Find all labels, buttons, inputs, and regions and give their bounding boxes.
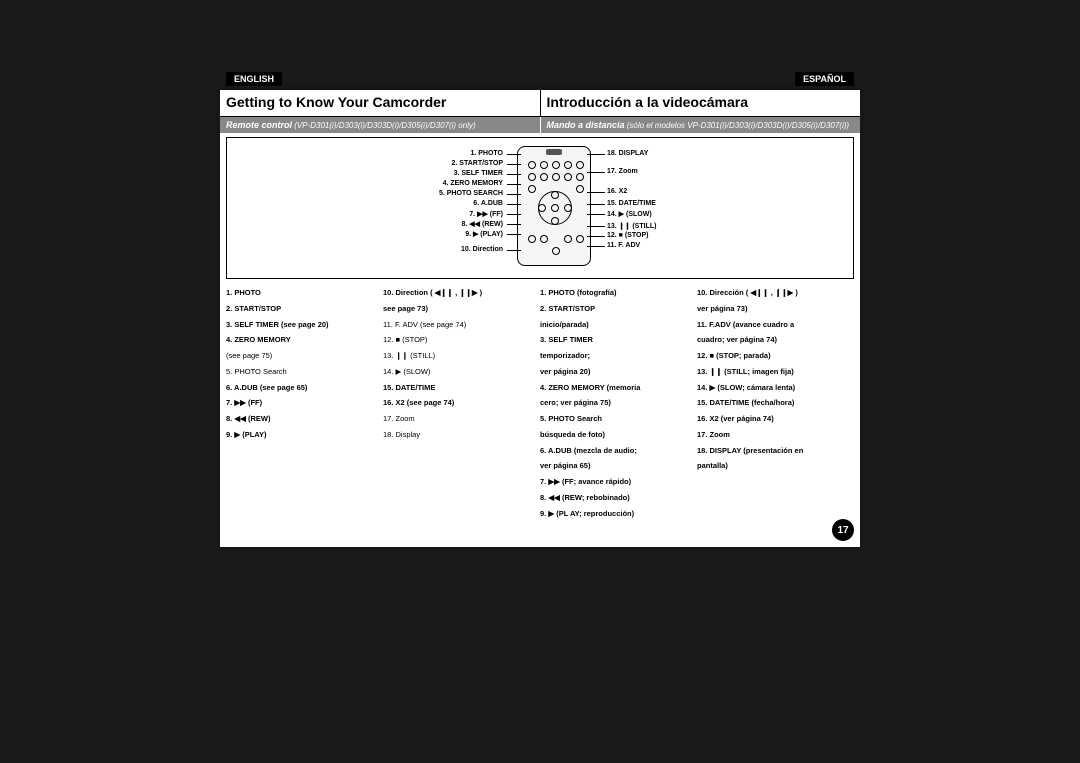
diagram-left-label: 2. START/STOP	[452, 160, 503, 167]
legend-item: see page 73)	[383, 303, 536, 316]
legend-item: 7. ▶▶ (FF; avance rápido)	[540, 476, 693, 489]
legend-item: 3. SELF TIMER (see page 20)	[226, 319, 379, 332]
subtitle-en-models: (VP-D301(i)/D303(i)/D303D(i)/D305(i)/D30…	[294, 121, 475, 130]
legend-item: 10. Dirección ( ◀❙❙ , ❙❙▶ )	[697, 287, 850, 300]
diagram-right-label: 14. ▶ (SLOW)	[607, 210, 652, 218]
legend-item: 4. ZERO MEMORY (memoria	[540, 382, 693, 395]
legend-item: 7. ▶▶ (FF)	[226, 397, 379, 410]
diagram-left-label: 1. PHOTO	[470, 150, 503, 157]
page-number-badge: 17	[832, 519, 854, 541]
diagram-left-label: 9. ▶ (PLAY)	[465, 230, 503, 238]
legend-item: 6. A.DUB (see page 65)	[226, 382, 379, 395]
legend-item: 9. ▶ (PLAY)	[226, 429, 379, 442]
diagram-right-label: 15. DATE/TIME	[607, 200, 656, 207]
legend-item: 9. ▶ (PL AY; reproducción)	[540, 508, 693, 521]
manual-page: ENGLISH ESPAÑOL Getting to Know Your Cam…	[220, 90, 860, 547]
diagram-left-label: 10. Direction	[461, 246, 503, 253]
diagram-left-label: 5. PHOTO SEARCH	[439, 190, 503, 197]
legend-item: 3. SELF TIMER	[540, 334, 693, 347]
diagram-left-label: 4. ZERO MEMORY	[443, 180, 503, 187]
diagram-right-label: 12. ■ (STOP)	[607, 232, 648, 239]
legend-item: 2. START/STOP	[540, 303, 693, 316]
legend-item: ver página 65)	[540, 460, 693, 473]
lang-tag-spanish: ESPAÑOL	[795, 72, 854, 86]
legend-item: 5. PHOTO Search	[540, 413, 693, 426]
legend-item: pantalla)	[697, 460, 850, 473]
subtitle-row: Remote control (VP-D301(i)/D303(i)/D303D…	[220, 117, 860, 133]
legend-item: cuadro; ver página 74)	[697, 334, 850, 347]
subtitle-en-head: Remote control	[226, 120, 292, 130]
legend-item: búsqueda de foto)	[540, 429, 693, 442]
legend-item: 6. A.DUB (mezcla de audio;	[540, 445, 693, 458]
legend-item: 13. ❙❙ (STILL; imagen fija)	[697, 366, 850, 379]
title-spanish: Introducción a la videocámara	[547, 94, 855, 110]
legend-item: 15. DATE/TIME	[383, 382, 536, 395]
diagram-right-label: 17. Zoom	[607, 168, 638, 175]
legend-item: (see page 75)	[226, 350, 379, 363]
diagram-left-label: 7. ▶▶ (FF)	[469, 210, 503, 218]
legend-item: cero; ver página 75)	[540, 397, 693, 410]
legend-item: ver página 20)	[540, 366, 693, 379]
legend-item: inicio/parada)	[540, 319, 693, 332]
legend-item: 12. ■ (STOP)	[383, 334, 536, 347]
legend-item: 11. F. ADV (see page 74)	[383, 319, 536, 332]
legend-english-col1: 1. PHOTO 2. START/STOP 3. SELF TIMER (see …	[226, 287, 383, 523]
header-row: Getting to Know Your Camcorder Introducc…	[220, 90, 860, 117]
diagram-right-label: 18. DISPLAY	[607, 150, 648, 157]
diagram-left-label: 8. ◀◀ (REW)	[462, 220, 504, 228]
subtitle-es-head: Mando a distancia	[547, 120, 625, 130]
diagram-right-label: 13. ❙❙ (STILL)	[607, 222, 656, 230]
legend-item: 13. ❙❙ (STILL)	[383, 350, 536, 363]
legend-item: 11. F.ADV (avance cuadro a	[697, 319, 850, 332]
remote-body	[517, 146, 591, 266]
subtitle-es-models: (sólo el modelos VP-D301(i)/D303(i)/D303…	[627, 121, 849, 130]
legend-item: 2. START/STOP	[226, 303, 379, 316]
legend-item: 8. ◀◀ (REW)	[226, 413, 379, 426]
legend-spanish-col1: 1. PHOTO (fotografía) 2. START/STOP inici…	[540, 287, 697, 523]
lang-tag-english: ENGLISH	[226, 72, 282, 86]
legend-item: 12. ■ (STOP; parada)	[697, 350, 850, 363]
legend-item: 14. ▶ (SLOW; cámara lenta)	[697, 382, 850, 395]
diagram-left-label: 3. SELF TIMER	[454, 170, 503, 177]
remote-diagram: 1. PHOTO 2. START/STOP 3. SELF TIMER 4. ZER…	[226, 137, 854, 279]
legend-item: 16. X2 (see page 74)	[383, 397, 536, 410]
legend-item: 10. Direction ( ◀❙❙ , ❙❙▶ )	[383, 287, 536, 300]
legend-item: temporizador;	[540, 350, 693, 363]
legend-english-col2: 10. Direction ( ◀❙❙ , ❙❙▶ ) see page 73)…	[383, 287, 540, 523]
legend-area: 1. PHOTO 2. START/STOP 3. SELF TIMER (see …	[220, 283, 860, 527]
diagram-right-label: 16. X2	[607, 188, 627, 195]
legend-item: 15. DATE/TIME (fecha/hora)	[697, 397, 850, 410]
legend-spanish-col2: 10. Dirección ( ◀❙❙ , ❙❙▶ ) ver página 7…	[697, 287, 854, 523]
legend-item: 16. X2 (ver página 74)	[697, 413, 850, 426]
legend-item: 1. PHOTO	[226, 287, 379, 300]
legend-item: 17. Zoom	[383, 413, 536, 426]
diagram-right-label: 11. F. ADV	[607, 242, 640, 249]
legend-item: 1. PHOTO (fotografía)	[540, 287, 693, 300]
diagram-left-label: 6. A.DUB	[473, 200, 503, 207]
legend-item: 18. Display	[383, 429, 536, 442]
legend-item: 14. ▶ (SLOW)	[383, 366, 536, 379]
title-english: Getting to Know Your Camcorder	[226, 94, 534, 110]
legend-item: 8. ◀◀ (REW; rebobinado)	[540, 492, 693, 505]
legend-item: ver página 73)	[697, 303, 850, 316]
legend-item: 18. DISPLAY (presentación en	[697, 445, 850, 458]
legend-item: 5. PHOTO Search	[226, 366, 379, 379]
legend-item: 17. Zoom	[697, 429, 850, 442]
legend-item: 4. ZERO MEMORY	[226, 334, 379, 347]
